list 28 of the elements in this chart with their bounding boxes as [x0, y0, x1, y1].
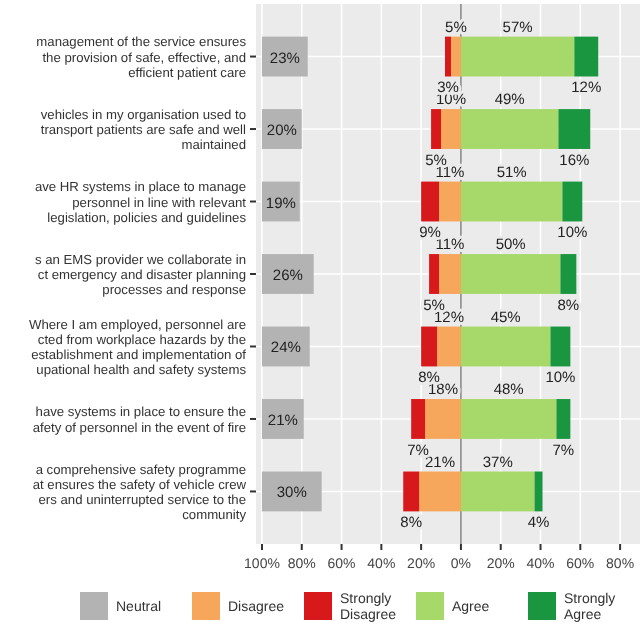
bar — [556, 399, 571, 439]
bar — [421, 181, 440, 222]
bar — [439, 181, 461, 222]
bar — [429, 254, 440, 294]
bar — [460, 36, 575, 77]
bar — [534, 471, 543, 512]
bar — [421, 326, 438, 367]
bar — [425, 399, 461, 439]
bar — [460, 471, 535, 512]
bar — [437, 326, 461, 367]
bar — [558, 109, 591, 149]
bar — [411, 399, 426, 439]
bar — [460, 181, 563, 222]
bar — [460, 399, 557, 439]
bar — [460, 109, 559, 149]
bar — [460, 254, 561, 294]
bar — [439, 254, 461, 294]
bar — [560, 254, 577, 294]
bar — [550, 326, 571, 367]
bar — [441, 109, 461, 149]
bar — [562, 181, 583, 222]
bar — [419, 471, 461, 512]
bar — [574, 36, 599, 77]
bar — [460, 326, 551, 367]
bar — [445, 36, 451, 77]
bar — [431, 109, 442, 149]
bar — [450, 36, 461, 77]
bar — [403, 471, 420, 512]
